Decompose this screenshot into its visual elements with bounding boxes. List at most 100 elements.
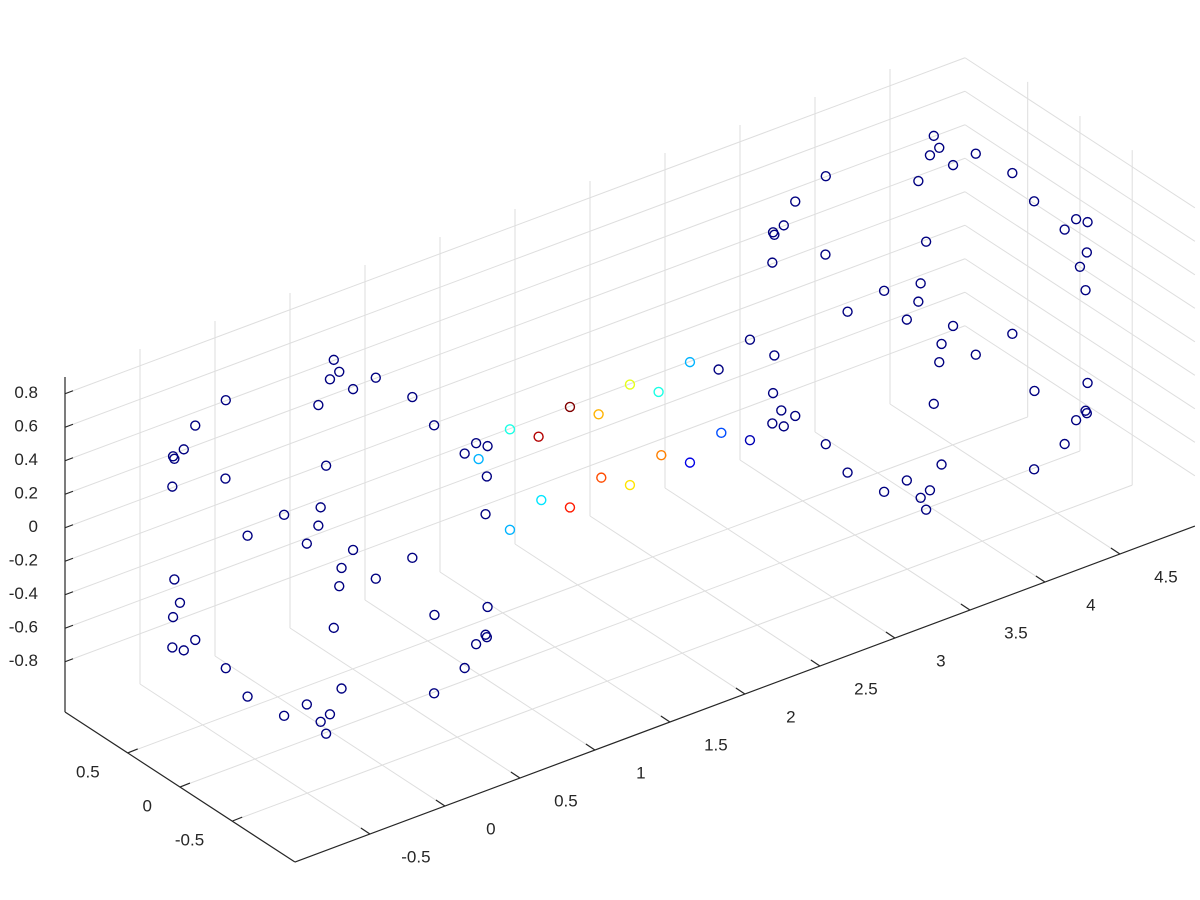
x-tick: [1035, 575, 1046, 583]
scatter-point: [653, 386, 664, 398]
scatter-point: [278, 710, 290, 722]
scatter-point: [190, 420, 201, 431]
scatter-point: [470, 437, 482, 449]
scatter-point: [533, 431, 544, 442]
z-tick: [64, 658, 74, 663]
z-tick-label: -0.2: [9, 551, 38, 570]
scatter-point: [1070, 414, 1082, 426]
z-tick-label: -0.4: [9, 584, 38, 603]
scatter-point: [324, 709, 336, 720]
scatter-point: [915, 492, 926, 503]
scatter-point: [767, 257, 778, 268]
scatter-point: [169, 574, 180, 585]
scatter-point: [504, 424, 516, 435]
scatter-point: [934, 142, 945, 153]
scatter-point: [428, 420, 440, 431]
scatter-point: [242, 530, 253, 541]
scatter-point: [936, 338, 947, 350]
scatter-point: [473, 453, 484, 465]
scatter-point: [744, 334, 756, 345]
scatter-point: [178, 444, 189, 455]
x-tick: [960, 603, 971, 611]
grid-line: [64, 57, 966, 395]
scatter-point: [328, 622, 339, 634]
x-tick-label: -0.5: [401, 848, 430, 867]
scatter-point: [776, 405, 787, 416]
scatter-point: [928, 130, 939, 142]
z-tick-label: 0.6: [14, 417, 38, 436]
scatter-point: [504, 524, 516, 536]
scatter-point: [1074, 261, 1086, 272]
grid-line: [64, 258, 966, 596]
scatter-point: [901, 475, 913, 486]
scatter-point: [429, 609, 440, 621]
scatter-point: [970, 148, 981, 159]
scatter-point: [947, 159, 959, 171]
z-tick: [64, 591, 74, 596]
scatter-point: [536, 494, 547, 506]
grid-line: [232, 484, 1133, 822]
x-tick-label: 4.5: [1154, 568, 1178, 587]
scatter-point: [328, 354, 339, 366]
scatter-point: [924, 485, 936, 496]
scatter-point: [370, 573, 381, 584]
scatter-point: [320, 460, 332, 471]
y-tick: [127, 748, 138, 754]
scatter-point: [713, 364, 724, 375]
scatter-point: [320, 728, 332, 739]
x-tick: [660, 715, 671, 723]
scatter-point: [920, 504, 932, 515]
scatter-point: [684, 457, 696, 468]
x-tick-label: 2.5: [854, 680, 878, 699]
x-tick: [435, 799, 446, 807]
scatter-point: [167, 642, 178, 653]
scatter-point: [190, 634, 201, 646]
scatter-point: [820, 438, 831, 450]
scatter-point: [428, 688, 440, 699]
x-tick-label: 0.5: [554, 792, 578, 811]
scatter-point: [167, 611, 179, 623]
scatter-point: [220, 662, 231, 674]
z-tick: [64, 624, 74, 629]
scatter-point: [459, 448, 470, 459]
scatter-point: [842, 467, 853, 478]
scatter-point: [769, 350, 780, 361]
scatter-point: [1081, 247, 1093, 258]
y-tick: [231, 816, 243, 822]
x-tick-label: 1: [636, 764, 645, 783]
scatter-point: [778, 220, 789, 231]
x-tick-label: 2: [786, 708, 795, 727]
z-tick: [64, 524, 74, 529]
scatter-point: [842, 306, 853, 317]
y-tick: [179, 782, 191, 788]
scatter-point: [242, 691, 253, 702]
scatter-point: [315, 502, 326, 513]
scatter-point: [334, 580, 345, 592]
scatter-point: [1080, 284, 1091, 296]
scatter-point: [481, 471, 493, 482]
z-tick-label: 0.2: [14, 484, 38, 503]
scatter-point: [593, 409, 604, 420]
scatter-point: [220, 473, 231, 484]
scatter-point: [480, 508, 491, 520]
points: [167, 130, 1093, 739]
x-tick-label: 3: [936, 652, 945, 671]
scatter-point: [1028, 196, 1040, 207]
z-tick-label: 0.8: [14, 383, 38, 402]
scatter-point: [480, 629, 491, 640]
z-tick: [64, 390, 74, 395]
scatter-point: [1070, 213, 1082, 225]
x-tick-label: 1.5: [704, 736, 728, 755]
scatter-point: [470, 638, 482, 650]
scatter-point: [347, 383, 359, 395]
grid-line: [64, 325, 966, 663]
scatter-point: [178, 645, 189, 656]
scatter-point: [1007, 167, 1018, 179]
scatter-point: [459, 662, 470, 674]
scatter-point: [220, 394, 231, 406]
scatter-point: [878, 486, 890, 498]
y-tick-label: 0.5: [76, 762, 100, 781]
scatter-point: [301, 538, 313, 549]
